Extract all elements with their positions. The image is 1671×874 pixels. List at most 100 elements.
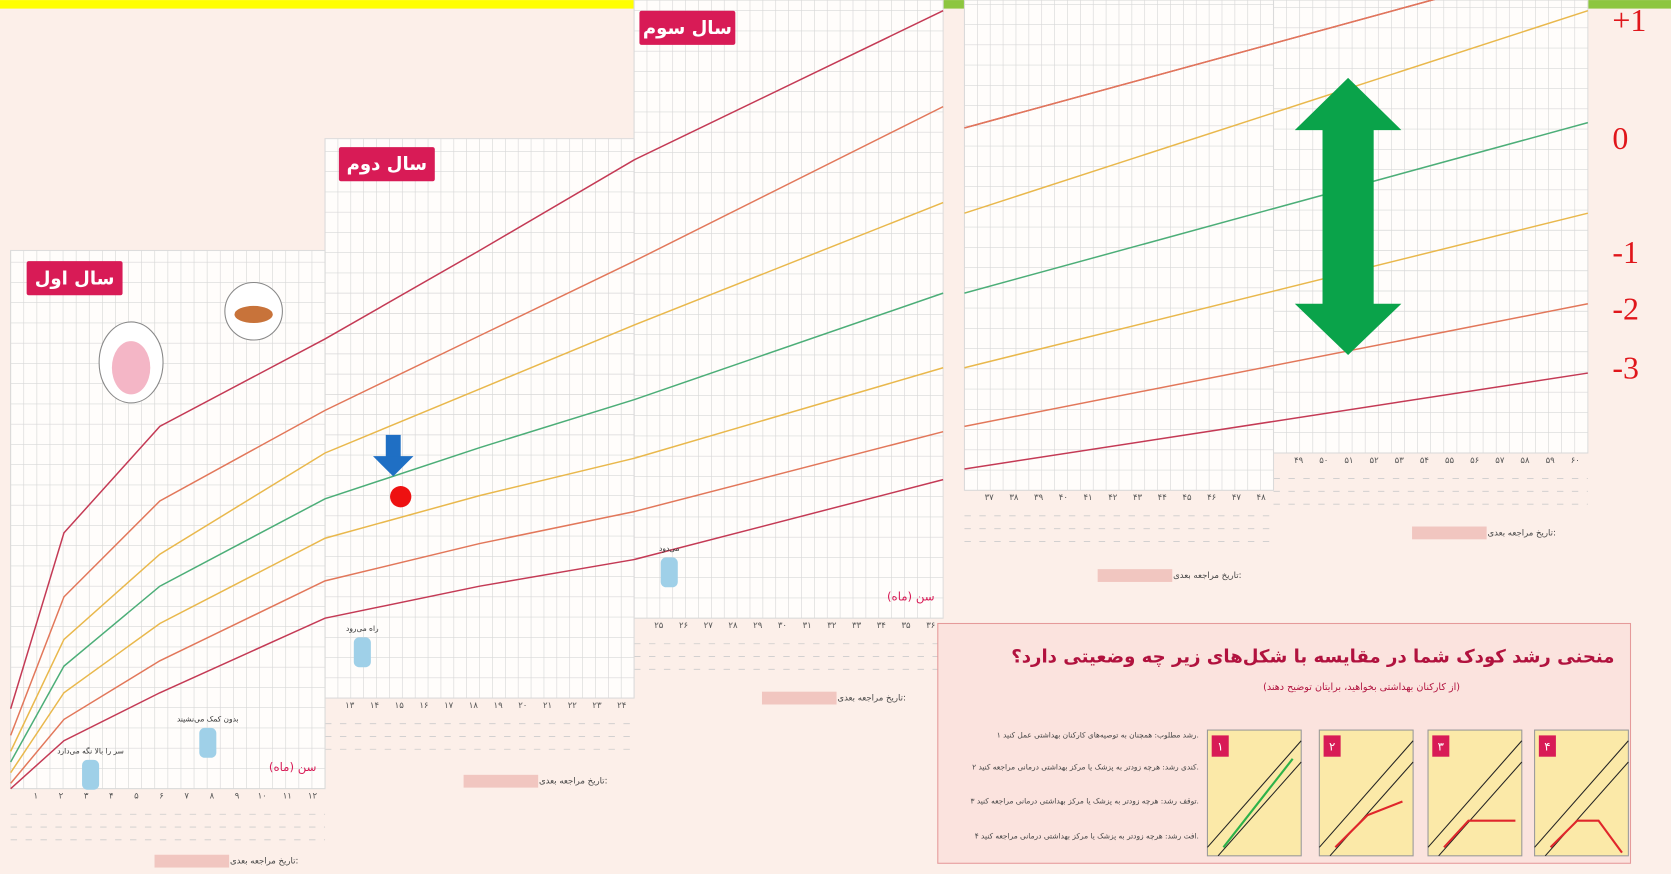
z-score-label: 0: [1612, 121, 1628, 156]
x-tick-label: ۱۳: [345, 701, 355, 711]
x-tick-label: ۵۰: [1319, 456, 1328, 466]
x-tick-label: ۱۷: [444, 701, 454, 711]
x-tick-label: ۵۳: [1395, 456, 1405, 466]
visit-field: [154, 854, 230, 868]
mini-trend: [1443, 819, 1516, 849]
x-tick-label: ۴۴: [1158, 493, 1168, 503]
z-curve: [10, 292, 944, 763]
mini-trend: [1222, 758, 1294, 848]
x-tick-label: ۵۹: [1546, 456, 1556, 466]
mini-reference-line: [1534, 740, 1629, 848]
z-curve: [9, 10, 944, 709]
year-badge: [338, 147, 435, 182]
z-curve: [10, 367, 944, 774]
x-tick-label: ۹: [235, 792, 240, 802]
guide-subtitle: (از کارکنان بهداشتی بخواهید، برایتان توض…: [1263, 682, 1460, 693]
mini-number-badge: [1432, 735, 1450, 757]
x-tick-label: ۳۶: [926, 621, 935, 631]
x-tick-label: ۶: [159, 792, 164, 802]
x-tick-label: ۲: [59, 792, 64, 802]
z-score-label: -2: [1612, 292, 1639, 327]
x-tick-label: ۳۰: [778, 621, 787, 631]
mini-number: ۲: [1329, 740, 1335, 754]
mini-number: ۳: [1438, 740, 1444, 754]
x-tick-label: ۱۰: [258, 792, 267, 802]
next-visit-label: تاریخ مراجعه بعدی:: [230, 857, 298, 867]
next-visit-label: تاریخ مراجعه بعدی:: [837, 694, 905, 704]
mini-number: ۱: [1217, 740, 1223, 754]
mini-trend: [1549, 819, 1623, 854]
x-tick-label: ۵۲: [1370, 456, 1380, 466]
mini-chart: ۲: [1318, 729, 1414, 857]
green-double-arrow: [1294, 77, 1402, 355]
z-score-label: -1: [1612, 235, 1639, 270]
guide-item: ۱ رشد مطلوب: همچنان به توصیه‌های کارکنان…: [997, 730, 1199, 739]
visit-field: [1412, 526, 1487, 540]
x-tick-label: ۲۳: [592, 701, 602, 711]
x-tick-label: ۸: [210, 792, 215, 802]
mini-reference-line: [1217, 761, 1302, 857]
x-tick-label: ۲۱: [543, 701, 552, 711]
z-curve: [9, 105, 944, 736]
mini-number: ۴: [1544, 740, 1550, 754]
mother-figure: [111, 341, 151, 395]
year-title: سال اول: [35, 268, 115, 289]
guide-title: منحنی رشد کودک شما در مقایسه با شکل‌های …: [1011, 647, 1614, 668]
visit-field: [761, 691, 837, 705]
z-curve: [9, 201, 944, 752]
mini-trend: [1334, 800, 1403, 849]
x-tick-label: ۴۷: [1232, 493, 1242, 503]
z-curve: [964, 0, 1436, 129]
x-tick-label: ۵۴: [1420, 456, 1430, 466]
x-tick-label: ۳۳: [852, 621, 862, 631]
red-dot: [390, 486, 412, 508]
x-tick-label: ۵۵: [1445, 456, 1455, 466]
x-tick-label: ۲۴: [617, 701, 627, 711]
x-tick-label: ۱۶: [419, 701, 428, 711]
x-tick-label: ۲۰: [518, 701, 527, 711]
mini-reference-line: [1318, 740, 1414, 848]
milestone-caption: می‌دود: [659, 544, 679, 553]
x-tick-label: ۱۴: [370, 701, 380, 711]
x-tick-label: ۳۹: [1034, 493, 1044, 503]
x-tick-label: ۴۸: [1257, 493, 1267, 503]
x-tick-label: ۲۶: [679, 621, 688, 631]
mini-number-badge: [1211, 735, 1229, 757]
x-tick-label: ۳۴: [877, 621, 887, 631]
x-tick-label: ۲۸: [728, 621, 738, 631]
milestone-figure: [199, 727, 217, 758]
x-tick-label: ۲۵: [654, 621, 664, 631]
x-tick-label: ۱۸: [469, 701, 479, 711]
z-curve: [964, 303, 1589, 428]
x-tick-label: ۴۳: [1133, 493, 1143, 503]
year-title: سال سوم: [643, 18, 732, 39]
milestone-caption: سر را بالا نگه می‌دارد: [57, 746, 124, 755]
mini-number-badge: [1538, 735, 1556, 757]
food-bowl: [234, 305, 273, 323]
x-axis-label: سن (ماه): [887, 589, 935, 604]
x-tick-label: ۴۹: [1294, 456, 1304, 466]
x-tick-label: ۲۲: [568, 701, 578, 711]
x-tick-label: ۲۷: [704, 621, 714, 631]
z-score-label: +1: [1612, 3, 1646, 38]
x-tick-label: ۱۱: [283, 792, 292, 802]
milestone-caption: راه می‌رود: [346, 624, 379, 633]
next-visit-label: تاریخ مراجعه بعدی:: [1487, 528, 1555, 538]
x-tick-label: ۳۲: [827, 621, 837, 631]
x-tick-label: ۴: [109, 792, 114, 802]
x-tick-label: ۱۹: [494, 701, 504, 711]
mini-reference-line: [1438, 761, 1523, 857]
x-tick-label: ۴۶: [1207, 493, 1216, 503]
next-visit-label: تاریخ مراجعه بعدی:: [539, 777, 607, 787]
x-tick-label: ۷: [184, 792, 189, 802]
mini-reference-line: [1207, 740, 1302, 848]
x-tick-label: ۵۷: [1495, 456, 1505, 466]
guide-item: ۲ کندی رشد: هرچه زودتر به پزشک یا مرکز ب…: [972, 762, 1199, 771]
x-tick-label: ۴۲: [1108, 493, 1118, 503]
milestone-figure: [660, 557, 678, 588]
x-tick-label: ۵۶: [1470, 456, 1479, 466]
x-tick-label: ۳۸: [1009, 493, 1019, 503]
x-tick-label: ۱: [34, 792, 39, 802]
visit-field: [463, 774, 539, 788]
